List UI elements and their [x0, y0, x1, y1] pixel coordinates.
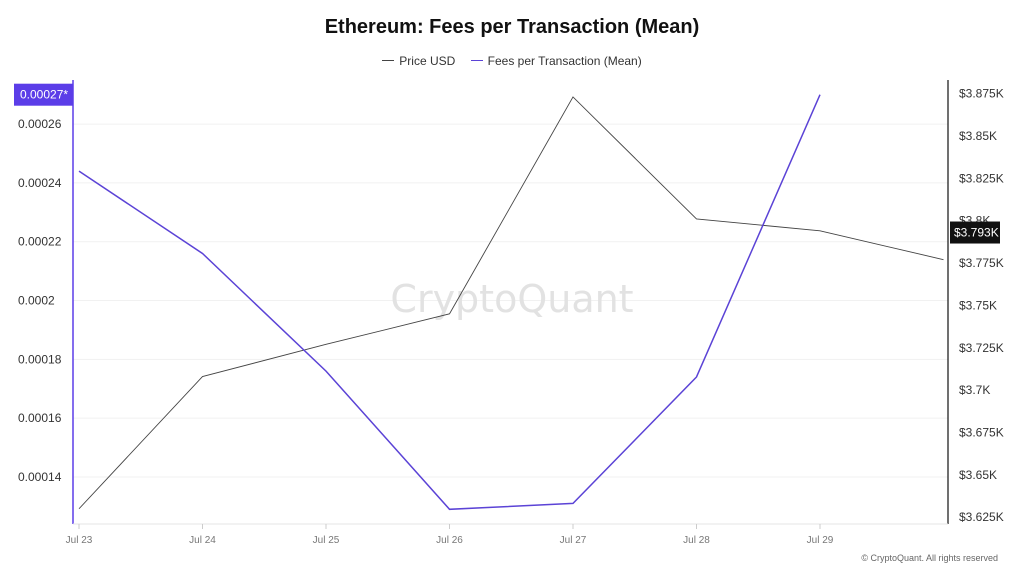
x-tick-label-6: Jul 29 [807, 535, 834, 546]
x-tick-label-2: Jul 25 [313, 535, 340, 546]
legend-label-price: Price USD [399, 53, 456, 68]
x-tick-label-0: Jul 23 [66, 535, 93, 546]
legend-swatch-fees [470, 60, 483, 61]
right-tick-label-5: $3.75K [959, 298, 997, 312]
right-tick-label-3: $3.7K [959, 383, 990, 397]
axes [72, 80, 949, 529]
right-tick-label-1: $3.65K [959, 468, 997, 482]
legend: Price USD Fees per Transaction (Mean) [0, 50, 1024, 68]
right-tick-label-9: $3.85K [959, 129, 997, 143]
copyright-notice: © CryptoQuant. All rights reserved [861, 553, 998, 563]
price-usd-line [78, 96, 944, 510]
left-tick-label-2: 0.00018 [18, 352, 62, 366]
right-tick-label-4: $3.725K [959, 341, 1004, 355]
series-lines [78, 94, 944, 511]
left-tick-label-4: 0.00022 [18, 235, 62, 249]
x-tick-label-1: Jul 24 [189, 535, 216, 546]
legend-swatch-price [382, 60, 395, 61]
right-tick-label-2: $3.675K [959, 425, 1004, 439]
right-tick-label-0: $3.625K [959, 510, 1004, 524]
axis-badges: 0.00027* $3.793K [14, 83, 1000, 244]
left-tick-label-3: 0.0002 [18, 294, 55, 308]
left-value-badge-label: 0.00027* [20, 88, 68, 102]
x-tick-label-5: Jul 28 [683, 535, 710, 546]
legend-item-price[interactable]: Price USD [382, 54, 455, 68]
grid-lines [73, 123, 948, 478]
right-value-badge-label: $3.793K [954, 226, 999, 240]
legend-item-fees[interactable]: Fees per Transaction (Mean) [470, 53, 642, 68]
left-tick-label-1: 0.00016 [18, 411, 62, 425]
right-tick-label-10: $3.875K [959, 87, 1004, 101]
x-tick-label-4: Jul 27 [560, 535, 587, 546]
legend-label-fees: Fees per Transaction (Mean) [487, 53, 642, 68]
left-value-badge-bg [14, 83, 73, 106]
tick-labels: Jul 23 Jul 24 Jul 25 Jul 26 Jul 27 Jul 28 Jul … [18, 87, 1004, 546]
left-tick-label-6: 0.00026 [18, 117, 62, 131]
x-tick-label-3: Jul 26 [436, 535, 463, 546]
fees-per-transaction-line [78, 94, 821, 511]
watermark-logo: CryptoQuant [390, 277, 633, 321]
right-value-badge-bg [950, 221, 1000, 244]
chart-title: Ethereum: Fees per Transaction (Mean) [324, 16, 700, 38]
right-tick-label-6: $3.775K [959, 256, 1004, 270]
left-tick-label-5: 0.00024 [18, 176, 62, 190]
left-tick-label-0: 0.00014 [18, 470, 62, 484]
right-tick-label-8: $3.825K [959, 171, 1004, 185]
